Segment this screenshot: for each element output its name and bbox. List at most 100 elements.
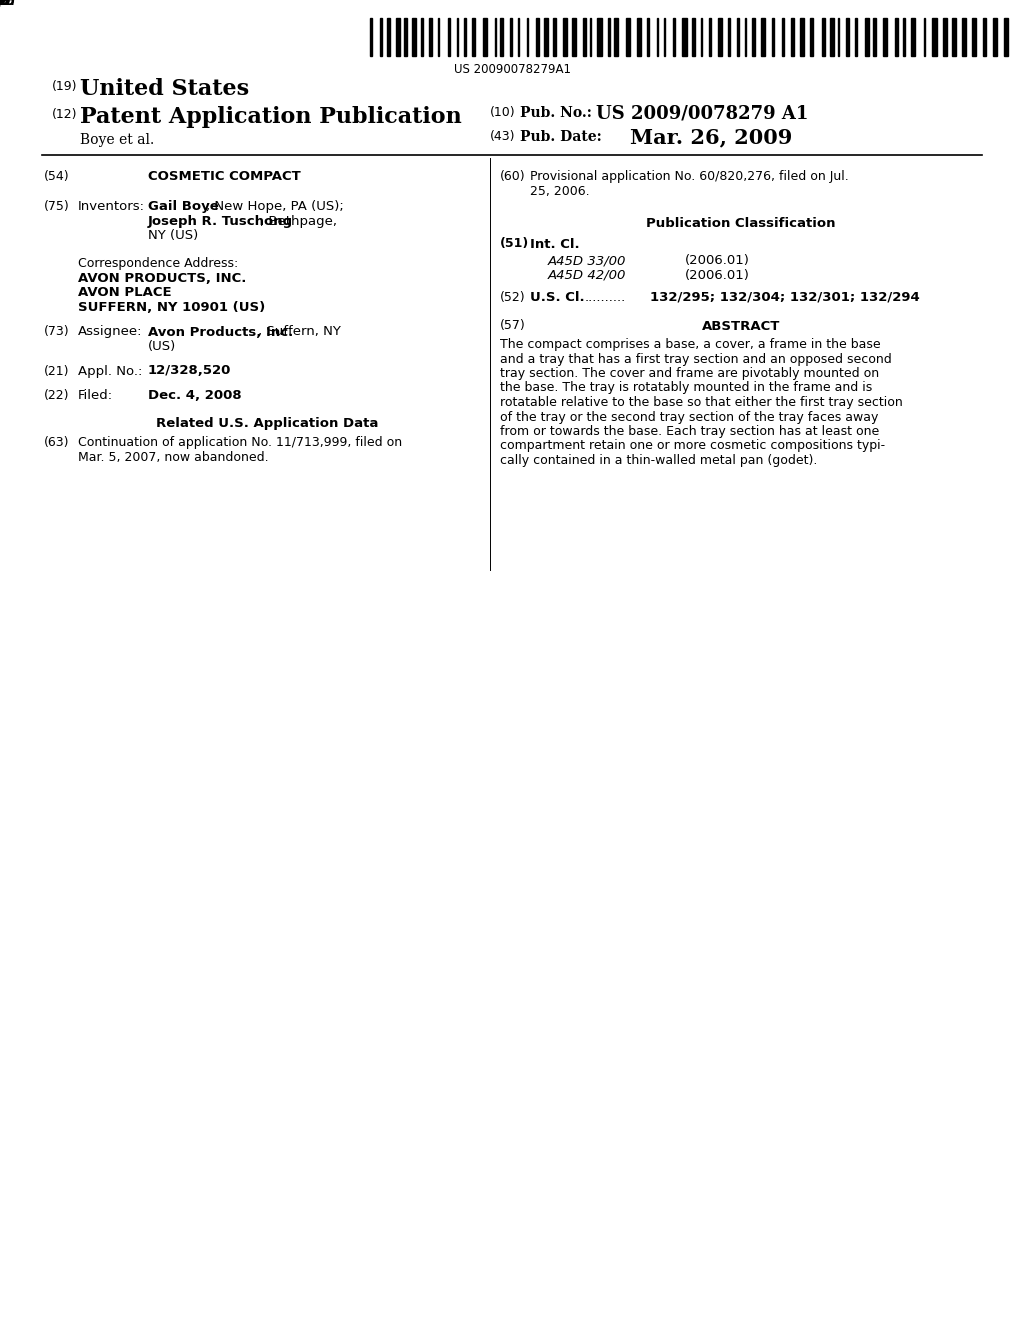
Bar (700, 18, 701, 55)
Text: (19): (19) (52, 81, 78, 92)
Bar (590, 18, 592, 55)
Text: Related U.S. Application Data: Related U.S. Application Data (156, 417, 378, 430)
Bar (838, 18, 840, 55)
Text: Patent Application Publication: Patent Application Publication (80, 106, 462, 128)
Text: Correspondence Address:: Correspondence Address: (78, 257, 239, 271)
Bar (951, 18, 956, 55)
Bar (396, 18, 400, 55)
Text: Avon Products, Inc.: Avon Products, Inc. (148, 326, 293, 338)
Text: Continuation of application No. 11/713,999, filed on: Continuation of application No. 11/713,9… (78, 436, 402, 449)
Text: , Suffern, NY: , Suffern, NY (258, 326, 341, 338)
Bar (972, 18, 976, 55)
Text: US 20090078279A1: US 20090078279A1 (454, 63, 570, 77)
Text: (2006.01): (2006.01) (685, 268, 750, 281)
Text: (12): (12) (52, 108, 78, 121)
Text: AVON PLACE: AVON PLACE (78, 286, 172, 300)
Text: ..........: .......... (585, 290, 627, 304)
Text: U.S. Cl.: U.S. Cl. (530, 290, 585, 304)
Text: Mar. 5, 2007, now abandoned.: Mar. 5, 2007, now abandoned. (78, 450, 268, 463)
Text: , New Hope, PA (US);: , New Hope, PA (US); (206, 201, 344, 213)
Bar (553, 18, 556, 55)
Text: (US): (US) (148, 341, 176, 352)
Bar (614, 18, 618, 55)
Text: 25, 2006.: 25, 2006. (530, 185, 590, 198)
Bar (572, 18, 575, 55)
Text: from or towards the base. Each tray section has at least one: from or towards the base. Each tray sect… (500, 425, 880, 438)
Bar (993, 18, 997, 55)
Bar (846, 18, 849, 55)
Text: cally contained in a thin-walled metal pan (godet).: cally contained in a thin-walled metal p… (500, 454, 817, 467)
Bar (830, 18, 834, 55)
Bar (413, 18, 416, 55)
Text: AVON PRODUCTS, INC.: AVON PRODUCTS, INC. (78, 272, 247, 285)
Bar (932, 18, 937, 55)
Bar (728, 18, 730, 55)
Text: of the tray or the second tray section of the tray faces away: of the tray or the second tray section o… (500, 411, 879, 424)
Bar (692, 18, 694, 55)
Text: NY (US): NY (US) (148, 228, 199, 242)
Text: (75): (75) (44, 201, 70, 213)
Bar (800, 18, 804, 55)
Text: 132/295; 132/304; 132/301; 132/294: 132/295; 132/304; 132/301; 132/294 (650, 290, 920, 304)
Bar (963, 18, 966, 55)
Bar (536, 18, 540, 55)
Text: Gail Boye: Gail Boye (148, 201, 219, 213)
Text: (57): (57) (500, 319, 525, 333)
Bar (437, 18, 439, 55)
Text: Dec. 4, 2008: Dec. 4, 2008 (148, 389, 242, 403)
Bar (562, 18, 566, 55)
Bar (510, 18, 512, 55)
Text: US 2009/0078279 A1: US 2009/0078279 A1 (596, 104, 808, 121)
Bar (792, 18, 795, 55)
Text: Provisional application No. 60/820,276, filed on Jul.: Provisional application No. 60/820,276, … (530, 170, 849, 183)
Text: tray section. The cover and frame are pivotably mounted on: tray section. The cover and frame are pi… (500, 367, 880, 380)
Bar (753, 18, 755, 55)
Bar (429, 18, 432, 55)
Text: rotatable relative to the base so that either the first tray section: rotatable relative to the base so that e… (500, 396, 903, 409)
Bar (495, 18, 497, 55)
Text: Publication Classification: Publication Classification (646, 216, 836, 230)
Bar (718, 18, 722, 55)
Bar (682, 18, 687, 55)
Bar (855, 18, 857, 55)
Text: (22): (22) (44, 389, 70, 403)
Bar (810, 18, 813, 55)
Bar (464, 18, 466, 55)
Text: Joseph R. Tuschong: Joseph R. Tuschong (148, 214, 293, 227)
Bar (883, 18, 887, 55)
Bar (517, 18, 519, 55)
Bar (627, 18, 630, 55)
Text: Int. Cl.: Int. Cl. (530, 238, 580, 251)
Text: (52): (52) (500, 290, 525, 304)
Text: Mar. 26, 2009: Mar. 26, 2009 (630, 127, 793, 147)
Text: Pub. Date:: Pub. Date: (520, 129, 602, 144)
Text: Boye et al.: Boye et al. (80, 133, 155, 147)
Text: (21): (21) (44, 364, 70, 378)
Bar (903, 18, 905, 55)
Bar (943, 18, 947, 55)
Text: Pub. No.:: Pub. No.: (520, 106, 592, 120)
Bar (380, 18, 382, 55)
Text: ABSTRACT: ABSTRACT (701, 319, 780, 333)
Text: Filed:: Filed: (78, 389, 113, 403)
Text: A45D 33/00: A45D 33/00 (548, 253, 627, 267)
Text: (54): (54) (44, 170, 70, 183)
Bar (873, 18, 876, 55)
Text: (73): (73) (44, 326, 70, 338)
Text: (63): (63) (44, 436, 70, 449)
Bar (983, 18, 986, 55)
Text: the base. The tray is rotatably mounted in the frame and is: the base. The tray is rotatably mounted … (500, 381, 872, 395)
Text: (10): (10) (490, 106, 516, 119)
Bar (544, 18, 548, 55)
Text: COSMETIC COMPACT: COSMETIC COMPACT (148, 170, 301, 183)
Bar (656, 18, 658, 55)
Bar (421, 18, 423, 55)
Bar (404, 18, 407, 55)
Bar (457, 18, 458, 55)
Text: and a tray that has a first tray section and an opposed second: and a tray that has a first tray section… (500, 352, 892, 366)
Bar (664, 18, 666, 55)
Bar (597, 18, 602, 55)
Bar (744, 18, 745, 55)
Bar (781, 18, 783, 55)
Bar (865, 18, 868, 55)
